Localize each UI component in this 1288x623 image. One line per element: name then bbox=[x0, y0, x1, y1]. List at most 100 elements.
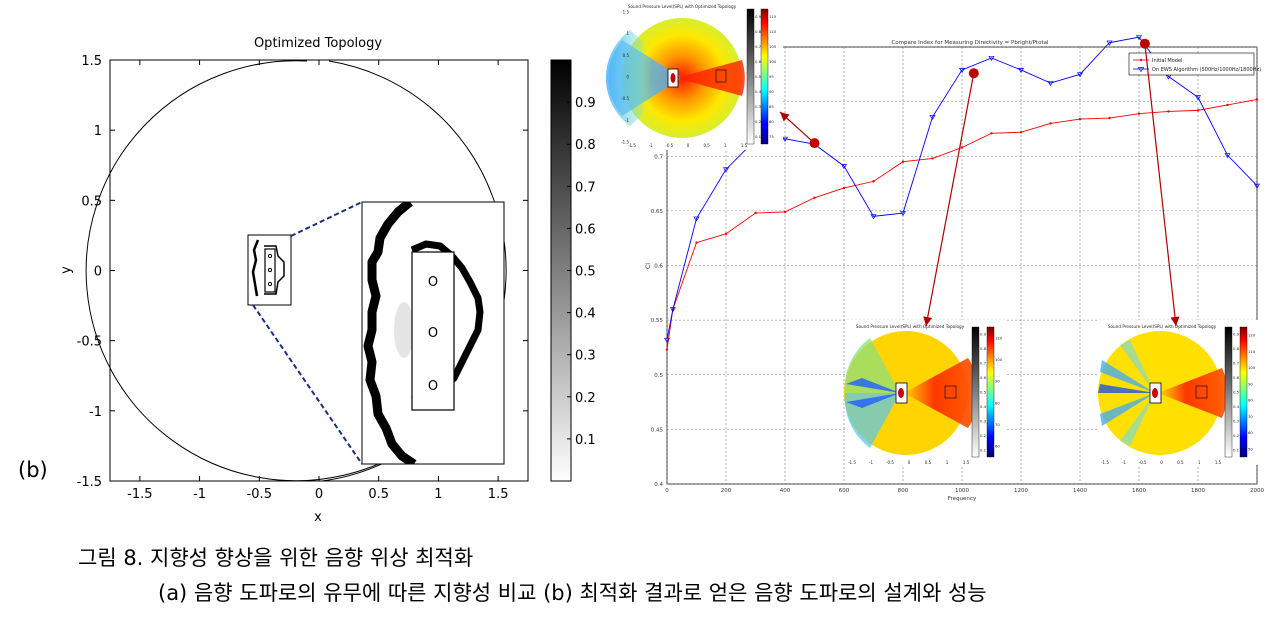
legend-initial-marker bbox=[1139, 58, 1143, 62]
annotation-arrow-head bbox=[780, 112, 790, 122]
spl-inset-xtick-label: -1.5 bbox=[628, 143, 636, 148]
ci-initial-point bbox=[1226, 103, 1229, 107]
spl-inset-ytick-label: 1 bbox=[626, 31, 629, 36]
ci-xtick-label: 0 bbox=[665, 488, 669, 494]
spl-inset-spl-tick-label: 75 bbox=[769, 134, 774, 139]
topology-title: Optimized Topology bbox=[254, 36, 382, 51]
ci-ews-point bbox=[1106, 40, 1113, 46]
spl-inset-1-beam bbox=[676, 60, 745, 96]
zoom-gray-region bbox=[394, 302, 414, 358]
spl-inset-1-left-fade bbox=[605, 30, 682, 126]
spl-inset-1-ticks: -1.5 -1 -0.5 0 0.5 1 1.5 1.5 1 0.5 0 -0.5 -1 -1.5 bbox=[621, 10, 747, 149]
spl-inset-3-colorbar-ticks: 0.9 0.8 0.7 0.6 0.5 0.4 0.3 0.2 0.1 120 110 100 90 80… bbox=[1233, 332, 1256, 453]
spl-inset-gray-tick-label: 0.8 bbox=[755, 29, 762, 34]
domain-boundary-right-arc bbox=[328, 60, 493, 196]
spl-inset-gray-tick-label: 0.4 bbox=[980, 404, 987, 409]
spl-inset-gray-tick-label: 0.9 bbox=[755, 14, 762, 19]
spl-inset-gray-tick-label: 0.6 bbox=[755, 59, 762, 64]
spl-inset-spl-tick-label: 90 bbox=[995, 379, 1000, 384]
spl-inset-gray-tick-label: 0.3 bbox=[980, 418, 987, 423]
spl-inset-2-source-core bbox=[898, 388, 904, 398]
spl-inset-xtick-label: 0 bbox=[1160, 460, 1163, 465]
design-region-edge bbox=[264, 245, 285, 295]
design-region-waveguide bbox=[251, 239, 260, 297]
topology-zoom-inset: O O O bbox=[361, 201, 505, 465]
spl-inset-2-ticks: -1.5 -1 -0.5 0 0.5 1 1.5 bbox=[848, 460, 970, 465]
topology-colorbar-tick-label: 0.1 bbox=[575, 433, 596, 448]
annotation-arrow-head bbox=[1170, 316, 1180, 326]
spl-inset-gray-tick-label: 0.3 bbox=[755, 104, 762, 109]
spl-inset-spl-tick-label: 100 bbox=[769, 59, 777, 64]
ci-ews-point bbox=[693, 216, 700, 222]
caption-line-1: 그림 8. 지향성 향상을 위한 음향 위상 최적화 bbox=[78, 546, 474, 570]
spl-inset-spl-tick-label: 105 bbox=[769, 44, 777, 49]
ci-highlight-point bbox=[809, 138, 820, 149]
spl-inset-xtick-label: 1.5 bbox=[1215, 460, 1222, 465]
spl-inset-gray-tick-label: 0.7 bbox=[1233, 361, 1240, 366]
topology-ytick-label: -0.5 bbox=[77, 335, 102, 350]
spl-inset-2-lower-lobe bbox=[844, 393, 900, 448]
spl-inset-gray-tick-label: 0.6 bbox=[1233, 375, 1240, 380]
design-region-speaker bbox=[264, 248, 276, 293]
zoom-speaker-box bbox=[411, 251, 455, 411]
spl-inset-gray-tick-label: 0.9 bbox=[1233, 332, 1240, 337]
spl-inset-xtick-label: 0 bbox=[687, 143, 690, 148]
topology-ytick-label: 0 bbox=[94, 265, 102, 280]
spl-inset-gray-tick-label: 0.5 bbox=[1233, 390, 1240, 395]
ci-ews-point bbox=[669, 307, 676, 313]
spl-inset-1: Sound Pressure Level(SPL) with Optimized… bbox=[605, 0, 783, 150]
design-region-marker bbox=[267, 281, 273, 287]
spl-inset-spl-tick-label: 70 bbox=[1248, 414, 1253, 419]
ci-ytick-label: 0.5 bbox=[654, 373, 663, 379]
spl-inset-3: Sound Pressure Level(SPL) with Optimized… bbox=[1097, 320, 1262, 465]
topology-xtick-label: 0 bbox=[315, 487, 323, 502]
ci-initial-point bbox=[754, 211, 757, 215]
topology-colorbar-tick-label: 0.5 bbox=[575, 265, 596, 280]
ci-ews-point bbox=[988, 55, 995, 62]
topology-xlabel: x bbox=[314, 510, 322, 525]
spl-inset-2-colorbar-ticks: 0.9 0.8 0.7 0.6 0.5 0.4 0.3 0.2 0.1 110 100 90 80 70 6… bbox=[980, 332, 1003, 453]
spl-inset-gray-tick-label: 0.1 bbox=[980, 447, 987, 452]
topology-ytick-label: -1 bbox=[89, 405, 102, 420]
annotation-arrow-head bbox=[923, 316, 933, 326]
spl-inset-spl-tick-label: 110 bbox=[995, 335, 1003, 340]
ci-xtick-label: 2000 bbox=[1250, 488, 1264, 494]
ci-ytick-label: 0.6 bbox=[654, 264, 663, 270]
topology-xtick-label: 0.5 bbox=[368, 487, 389, 502]
ci-xtick-label: 1800 bbox=[1191, 488, 1205, 494]
spl-inset-gray-tick-label: 0.4 bbox=[755, 89, 762, 94]
ci-initial-point bbox=[990, 132, 993, 135]
spl-inset-ytick-label: 0.5 bbox=[623, 53, 630, 58]
ci-xtick-label: 400 bbox=[780, 488, 791, 494]
ci-title: Compare Index for Measuring Directivity … bbox=[891, 40, 1049, 46]
design-region-marker bbox=[267, 253, 273, 259]
ci-initial-point bbox=[724, 232, 728, 236]
ci-xtick-label: 200 bbox=[721, 488, 732, 494]
legend-ews-marker bbox=[1137, 67, 1145, 73]
spl-inset-xtick-label: -1 bbox=[649, 143, 653, 148]
ci-xtick-label: 600 bbox=[839, 488, 850, 494]
ci-ews-point bbox=[1017, 67, 1025, 74]
spl-inset-spl-tick-label: 115 bbox=[769, 14, 777, 19]
ci-initial-point bbox=[872, 180, 875, 183]
topology-colorbar-tick-label: 0.2 bbox=[575, 391, 596, 406]
ci-ews-point bbox=[781, 136, 789, 142]
topology-colorbar-tick-label: 0.4 bbox=[575, 307, 596, 322]
ci-ews-point bbox=[1253, 183, 1261, 189]
spl-inset-xtick-label: 1 bbox=[946, 460, 949, 465]
spl-inset-spl-tick-label: 100 bbox=[1248, 365, 1256, 370]
spl-inset-2-title: Sound Pressure Level(SPL) with Optimized… bbox=[856, 324, 965, 329]
spl-inset-1-target bbox=[715, 69, 727, 83]
topology-ytick-label: -1.5 bbox=[77, 475, 102, 490]
ci-series-line-initial bbox=[666, 98, 1258, 350]
topology-xticks: -1.5 -1 -0.5 0 0.5 1 1.5 bbox=[127, 60, 508, 502]
spl-inset-xtick-label: 1 bbox=[1198, 460, 1201, 465]
ci-initial-point bbox=[1137, 112, 1141, 115]
spl-inset-2-beam bbox=[904, 358, 979, 428]
ci-ews-point bbox=[1135, 35, 1143, 41]
spl-inset-gray-tick-label: 0.8 bbox=[980, 346, 987, 351]
spl-inset-xtick-label: 0 bbox=[908, 460, 911, 465]
ci-ytick-label: 0.7 bbox=[654, 154, 663, 160]
ci-xlabel: Frequency bbox=[948, 496, 977, 502]
topology-colorbar-tick-label: 0.6 bbox=[575, 222, 596, 237]
